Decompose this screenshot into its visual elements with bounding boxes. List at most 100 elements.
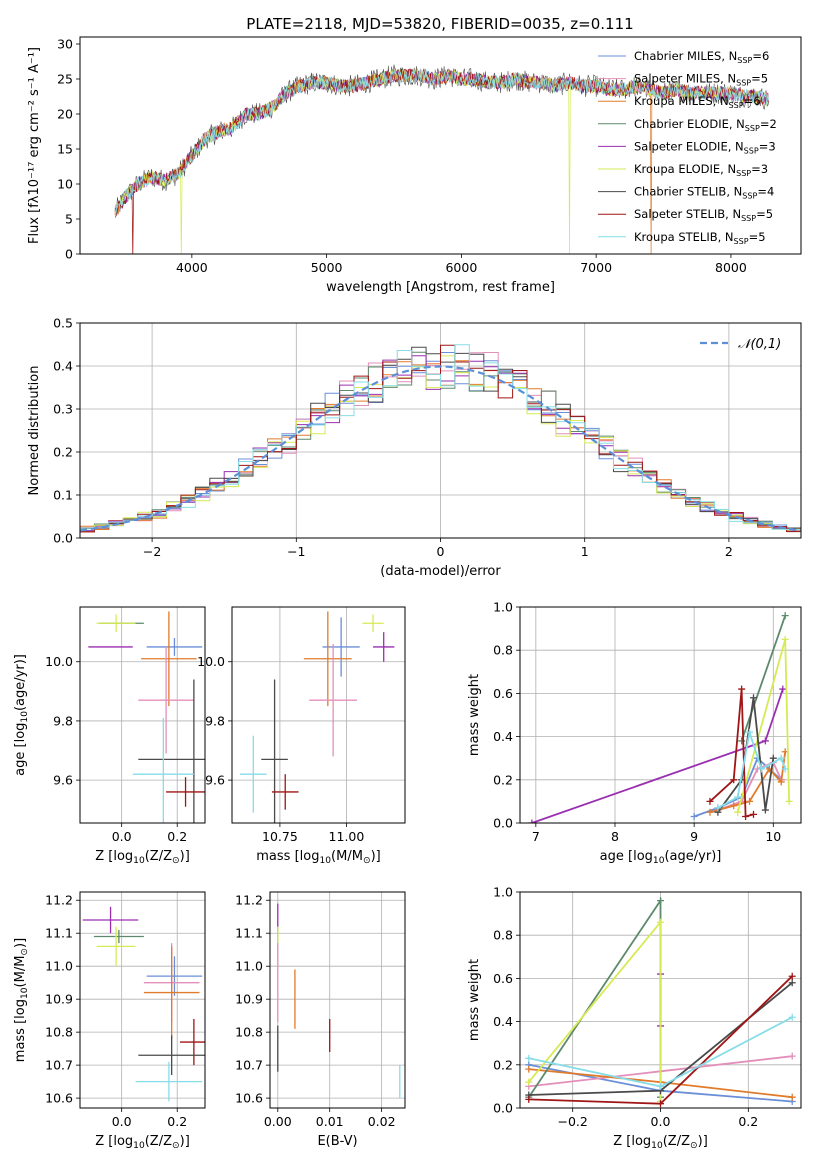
y-tick-label: 10.0 xyxy=(45,654,73,669)
line-salpeter-elodie xyxy=(528,685,787,823)
line-salpeter-stelib-marker xyxy=(788,972,796,980)
line-kroupa-miles-marker xyxy=(730,802,738,810)
x-axis-label: Z [log10(Z/Z⊙)] xyxy=(613,1134,708,1151)
axes-mass-weight-vs-age: 7 8 9 10 0.0 0.2 0.4 0.6 0.8 1.0 age [log10(age/yr… xyxy=(467,600,802,866)
x-tick-label: 0.0 xyxy=(112,829,132,844)
errorbar-chabrier-miles xyxy=(146,956,203,996)
line-chabrier-elodie-marker xyxy=(781,612,789,620)
y-tick-label: 0.6 xyxy=(493,971,513,986)
errorbar-kroupa-miles xyxy=(303,611,352,707)
errorbar-kroupa-stelib xyxy=(239,735,267,813)
axes-frame xyxy=(79,891,206,1109)
x-tick-label: 7 xyxy=(532,829,540,844)
line-kroupa-miles xyxy=(706,748,789,816)
errorbar-kroupa-stelib xyxy=(135,1061,203,1102)
y-axis-label: mass weight xyxy=(467,959,482,1041)
line-salpeter-stelib-marker xyxy=(750,810,758,818)
x-tick-label: 2 xyxy=(725,544,733,559)
y-axis-label: age [log10(age/yr)] xyxy=(13,654,30,776)
line-kroupa-stelib-marker xyxy=(781,765,789,773)
x-axis-label: Z [log10(Z/Z⊙)] xyxy=(95,1134,190,1151)
y-tick-label: 10.7 xyxy=(235,1058,263,1073)
line-kroupa-elodie-marker xyxy=(734,808,742,816)
x-axis-label: mass [log10(M/M⊙)] xyxy=(256,849,380,866)
y-tick-label: 0.8 xyxy=(493,928,513,943)
line-salpeter-stelib-marker xyxy=(657,1100,664,1108)
y-tick-label: 10.8 xyxy=(235,1025,263,1040)
y-tick-label: 0.4 xyxy=(493,729,513,744)
y-tick-label: 25 xyxy=(57,72,73,87)
y-tick-label: 0.2 xyxy=(53,445,73,460)
y-tick-label: 11.0 xyxy=(45,959,73,974)
figure-title: PLATE=2118, MJD=53820, FIBERID=0035, z=0… xyxy=(246,15,633,33)
line-chabrier-stelib-marker xyxy=(769,754,777,762)
x-tick-label: 11.00 xyxy=(329,829,365,844)
y-tick-label: 10 xyxy=(57,177,73,192)
x-tick-label: 10.75 xyxy=(262,829,298,844)
y-tick-label: 10.9 xyxy=(235,992,263,1007)
errorbar-salpeter-miles xyxy=(138,646,194,754)
y-tick-label: 0.2 xyxy=(493,772,513,787)
y-tick-label: 9.6 xyxy=(205,773,225,788)
axes-mass-weight-vs-Z: −0.2 0.0 0.2 0.0 0.2 0.4 0.6 0.8 1.0 Z [log10(Z/Z… xyxy=(467,885,802,1151)
errorbar-kroupa-elodie xyxy=(96,926,136,967)
line-kroupa-elodie-marker xyxy=(657,918,664,926)
errorbar-kroupa-elodie xyxy=(362,614,384,633)
x-tick-label: 5000 xyxy=(311,260,343,275)
line-salpeter-stelib-marker xyxy=(525,1095,533,1103)
x-tick-label: 0.2 xyxy=(167,829,187,844)
y-tick-label: 1.0 xyxy=(493,600,513,615)
legend-label-salpeter-stelib: Salpeter STELIB, NSSP=5 xyxy=(634,207,773,223)
line-kroupa-elodie-path xyxy=(528,919,662,1102)
y-tick-label: 0.2 xyxy=(493,1057,513,1072)
y-tick-label: 15 xyxy=(57,142,73,157)
line-kroupa-stelib xyxy=(525,1013,796,1090)
axes-frame xyxy=(231,606,406,824)
x-tick-label: 6000 xyxy=(445,260,477,275)
line-kroupa-miles-marker xyxy=(706,808,714,816)
x-tick-label: 10 xyxy=(765,829,781,844)
legend-label-kroupa-elodie: Kroupa ELODIE, NSSP=3 xyxy=(634,162,768,178)
line-kroupa-stelib-marker xyxy=(757,765,765,773)
errorbar-kroupa-miles xyxy=(141,611,197,707)
line-chabrier-miles-marker xyxy=(690,813,698,821)
axes-frame xyxy=(79,36,802,255)
errorbar-chabrier-miles xyxy=(322,617,360,677)
errorbar-salpeter-stelib xyxy=(166,777,205,807)
x-tick-label: 4000 xyxy=(176,260,208,275)
plot-area-residuals xyxy=(80,344,801,538)
y-tick-label: 5 xyxy=(65,212,73,227)
spectrum-line-kroupa-stelib xyxy=(114,68,769,216)
y-axis-label: mass weight xyxy=(467,674,482,756)
y-tick-label: 9.8 xyxy=(53,713,73,728)
axes-residuals: −2 −1 0 1 2 0.0 0.1 0.2 0.3 0.4 0.5 (data-model)/er… xyxy=(27,316,802,579)
plot-area-mass-vs-EBV xyxy=(277,903,401,1099)
errorbar-kroupa-elodie xyxy=(96,614,136,633)
legend-label-chabrier-miles: Chabrier MILES, NSSP=6 xyxy=(634,49,769,65)
line-kroupa-elodie xyxy=(734,635,793,816)
x-tick-label: 0.0 xyxy=(651,1114,671,1129)
line-chabrier-stelib-marker xyxy=(750,694,758,702)
y-tick-label: 10.6 xyxy=(235,1091,263,1106)
plot-area-mass-weight-vs-age xyxy=(528,612,793,823)
x-tick-label: −2 xyxy=(143,544,161,559)
line-chabrier-elodie-marker xyxy=(657,897,664,905)
errorbar-salpeter-miles xyxy=(309,643,358,757)
line-kroupa-stelib-marker xyxy=(657,1082,664,1090)
line-kroupa-stelib-marker xyxy=(525,1054,533,1062)
errorbar-chabrier-stelib xyxy=(138,1035,205,1076)
line-chabrier-stelib-marker xyxy=(788,979,796,987)
y-tick-label: 0.3 xyxy=(53,402,73,417)
line-salpeter-stelib-marker xyxy=(738,685,746,693)
x-tick-label: 0.00 xyxy=(264,1114,292,1129)
axes-age-vs-Z: 0.0 0.2 9.6 9.8 10.0 Z [log10(Z/Z⊙)] age [log1… xyxy=(13,606,206,866)
y-tick-label: 0.0 xyxy=(53,531,73,546)
axes-frame xyxy=(519,606,802,824)
line-kroupa-stelib-marker xyxy=(714,804,722,812)
errorbar-salpeter-stelib xyxy=(180,1018,205,1066)
y-tick-label: 0.6 xyxy=(493,686,513,701)
x-tick-label: 0.0 xyxy=(112,1114,132,1129)
line-kroupa-miles-marker xyxy=(777,778,785,786)
x-tick-label: 0.02 xyxy=(368,1114,396,1129)
plot-area-mass-weight-vs-Z xyxy=(525,897,796,1108)
